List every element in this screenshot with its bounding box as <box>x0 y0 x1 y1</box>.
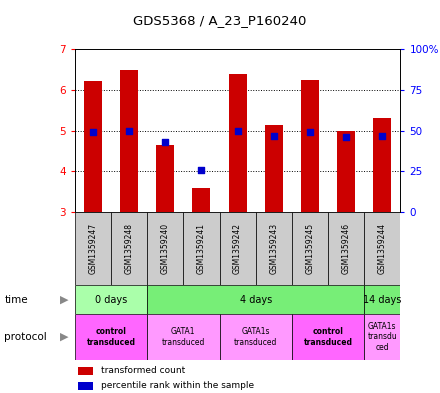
Text: GSM1359240: GSM1359240 <box>161 223 170 274</box>
Bar <box>220 314 292 360</box>
Point <box>125 127 132 134</box>
Point <box>198 167 205 173</box>
Bar <box>75 314 147 360</box>
Text: control
transduced: control transduced <box>304 327 352 347</box>
Bar <box>328 212 364 285</box>
Bar <box>265 125 283 212</box>
Bar <box>78 382 93 390</box>
Bar <box>84 81 102 212</box>
Text: 14 days: 14 days <box>363 295 401 305</box>
Bar <box>292 212 328 285</box>
Bar <box>301 80 319 212</box>
Text: control
transduced: control transduced <box>87 327 136 347</box>
Bar <box>147 314 220 360</box>
Text: 4 days: 4 days <box>239 295 272 305</box>
Text: protocol: protocol <box>4 332 47 342</box>
Bar <box>147 212 183 285</box>
Bar <box>220 212 256 285</box>
Point <box>89 129 96 136</box>
Text: GSM1359245: GSM1359245 <box>305 223 315 274</box>
Text: time: time <box>4 295 28 305</box>
Bar <box>120 70 138 212</box>
Point <box>343 134 350 140</box>
Bar <box>228 73 247 212</box>
Text: ▶: ▶ <box>59 295 68 305</box>
Bar <box>78 367 93 375</box>
Bar <box>192 188 210 212</box>
Bar <box>364 212 400 285</box>
Text: GATA1
transduced: GATA1 transduced <box>161 327 205 347</box>
Point <box>379 132 386 139</box>
Bar <box>75 285 147 314</box>
Text: ▶: ▶ <box>59 332 68 342</box>
Text: GSM1359244: GSM1359244 <box>378 223 387 274</box>
Bar <box>75 212 111 285</box>
Text: GSM1359246: GSM1359246 <box>341 223 351 274</box>
Text: GSM1359242: GSM1359242 <box>233 223 242 274</box>
Bar <box>364 285 400 314</box>
Point <box>306 129 313 136</box>
Text: GSM1359247: GSM1359247 <box>88 223 97 274</box>
Point <box>162 139 169 145</box>
Bar <box>292 314 364 360</box>
Text: percentile rank within the sample: percentile rank within the sample <box>101 382 254 391</box>
Text: GSM1359241: GSM1359241 <box>197 223 206 274</box>
Bar <box>337 130 355 212</box>
Text: GDS5368 / A_23_P160240: GDS5368 / A_23_P160240 <box>133 15 307 28</box>
Point <box>270 132 277 139</box>
Text: transformed count: transformed count <box>101 366 185 375</box>
Text: GATA1s
transduced: GATA1s transduced <box>234 327 277 347</box>
Bar <box>147 285 364 314</box>
Bar <box>256 212 292 285</box>
Point <box>234 127 241 134</box>
Text: GSM1359248: GSM1359248 <box>125 223 134 274</box>
Text: GATA1s
transdu
ced: GATA1s transdu ced <box>367 322 397 352</box>
Bar <box>111 212 147 285</box>
Text: 0 days: 0 days <box>95 295 127 305</box>
Bar <box>373 118 391 212</box>
Bar <box>183 212 220 285</box>
Text: GSM1359243: GSM1359243 <box>269 223 278 274</box>
Bar <box>156 145 174 212</box>
Bar <box>364 314 400 360</box>
